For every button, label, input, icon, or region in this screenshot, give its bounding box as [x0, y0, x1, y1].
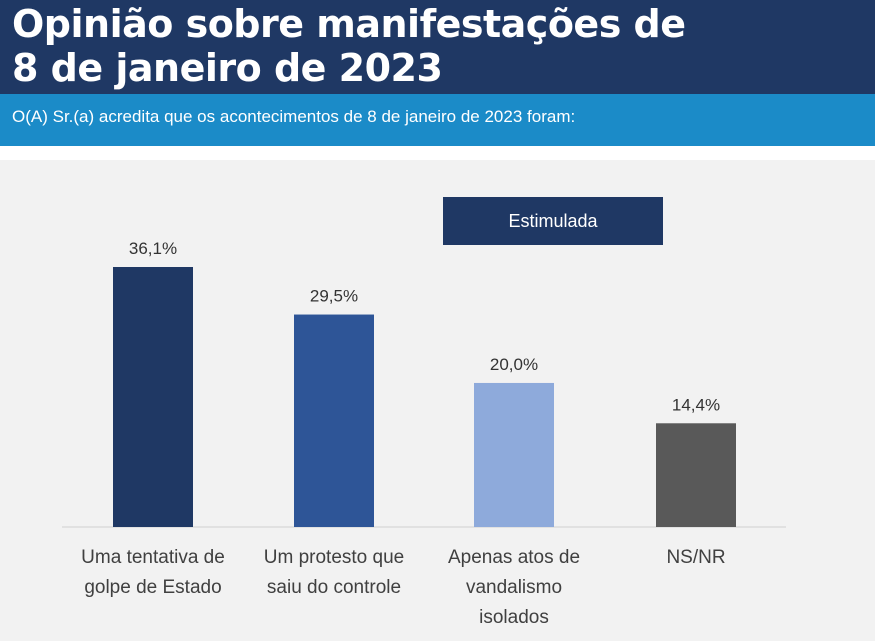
category-label-line: Um protesto que: [263, 547, 405, 568]
category-label-1: Uma tentativa de golpe de Estado: [63, 543, 243, 603]
category-label-line: NS/NR: [666, 547, 726, 568]
bar-1: [113, 267, 193, 527]
category-label-line: golpe de Estado: [84, 577, 222, 598]
bar-2: [294, 314, 374, 527]
category-label-line: Apenas atos de: [447, 547, 581, 568]
bar-4: [656, 423, 736, 527]
category-label-4: NS/NR: [606, 543, 786, 573]
category-label-line: vandalismo: [465, 577, 563, 598]
data-label-2: 29,5%: [310, 287, 358, 306]
category-label-line: isolados: [479, 607, 549, 628]
category-label-3: Apenas atos de vandalismo isolados: [424, 543, 604, 633]
category-label-line: Uma tentativa de: [81, 547, 225, 568]
badge-label: Estimulada: [508, 210, 598, 231]
stimulated-badge: Estimulada: [443, 197, 663, 245]
subtitle-bar: O(A) Sr.(a) acredita que os aconteciment…: [0, 94, 875, 146]
page-title-line-1: Opinião sobre manifestações de: [12, 2, 686, 46]
data-label-1: 36,1%: [129, 239, 177, 258]
question-subtitle: O(A) Sr.(a) acredita que os aconteciment…: [12, 107, 576, 126]
header-bar: Opinião sobre manifestações de 8 de jane…: [0, 0, 875, 94]
category-label-2: Um protesto que saiu do controle: [244, 543, 424, 603]
data-label-3: 20,0%: [490, 355, 538, 374]
bar-3: [474, 382, 554, 527]
category-label-line: saiu do controle: [266, 577, 402, 598]
data-label-4: 14,4%: [672, 395, 720, 414]
page-title-line-2: 8 de janeiro de 2023: [12, 46, 443, 90]
